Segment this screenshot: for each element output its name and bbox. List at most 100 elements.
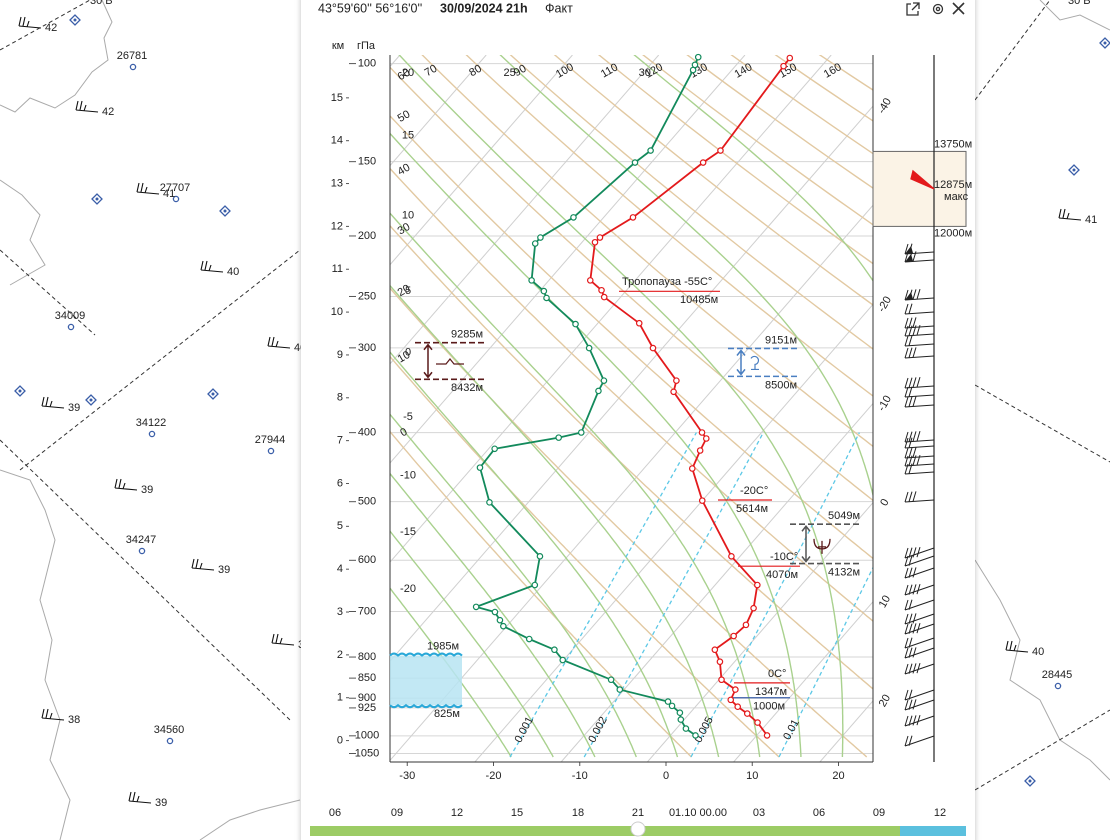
sounding-point [673, 377, 680, 384]
station-symbol [219, 205, 231, 217]
open-icon[interactable] [906, 2, 920, 16]
moist-adiabat [390, 472, 596, 758]
pressure-tick-label: 500 [358, 496, 376, 508]
wind-barb [904, 463, 935, 475]
cloud-layer [390, 655, 462, 706]
sounding-point [616, 686, 624, 693]
dry-adiabat [390, 224, 873, 690]
wind-barb [904, 386, 935, 398]
pressure-tick-label: 150 [358, 156, 376, 168]
cloud-top-label: 1985м [427, 640, 459, 652]
height-tick-label: 6 [337, 477, 343, 489]
height-axis-label: км [332, 40, 344, 52]
wind-barb [267, 336, 291, 349]
isotherm-label: 0 [878, 497, 891, 508]
settings-icon[interactable] [932, 3, 944, 15]
wind-flag [905, 254, 913, 262]
station-dot [1072, 168, 1076, 172]
station-id: 34009 [55, 310, 86, 322]
convection-symbol [813, 538, 831, 554]
moist-adiabat-label: 30 [639, 67, 651, 79]
sounding-point [692, 732, 699, 739]
region-label: 30 В [1068, 0, 1091, 7]
wind-barb [904, 454, 935, 467]
sounding-point [496, 616, 504, 624]
height-tick-label: 13 [331, 177, 343, 189]
wind-barb [904, 622, 935, 635]
station-symbol [14, 385, 26, 397]
height-tick-label: 12 [331, 220, 343, 232]
border [974, 559, 1110, 781]
timeline-label: 06 [813, 807, 825, 819]
max-wind-level: 12875м [934, 179, 972, 191]
height-tick-label: 9 [337, 349, 343, 361]
sounding-point [780, 62, 787, 70]
height-tick-label: 10 [331, 306, 343, 318]
sounding-point [635, 319, 643, 327]
height-tick-label: 5 [337, 520, 343, 532]
sounding-point [691, 61, 699, 69]
sounding-point [698, 497, 706, 504]
timeline-label: 15 [511, 807, 523, 819]
moist-adiabat-label: 5 [405, 285, 411, 297]
layer-bottom-label: 8500м [765, 379, 797, 391]
timeline-label: 06 [329, 807, 341, 819]
isotherm-label: 20 [877, 693, 894, 710]
height-tick-label: 2 [337, 649, 343, 661]
wind-barb [904, 735, 935, 747]
panel-header: 43°59'60'' 56°16'0'' 30/09/2024 21h Факт [318, 1, 965, 16]
layer-top-label: 5049м [828, 510, 860, 522]
moist-adiabat [390, 351, 679, 758]
close-icon[interactable] [952, 2, 965, 15]
sounding-point [716, 658, 724, 666]
dry-adiabat [390, 430, 692, 758]
sounding-point [750, 604, 757, 612]
station-marker [267, 447, 275, 455]
coords: 43°59'60'' 56°16'0'' [318, 1, 422, 15]
sounding-point [677, 716, 685, 723]
station-symbol [85, 394, 97, 406]
wind-barb [904, 437, 935, 449]
wind-barb [200, 260, 224, 273]
dry-adiabat [390, 287, 868, 758]
x-tick-label: -20 [486, 770, 502, 782]
station-marker [129, 63, 137, 71]
station-symbol [1024, 775, 1036, 787]
sounding-point [647, 147, 654, 154]
moist-adiabat [398, 55, 844, 757]
sounding-point [727, 696, 735, 704]
level-label: Тропопауза -55С° [622, 276, 712, 288]
cloud-edge [389, 652, 463, 657]
station-dot [1028, 779, 1032, 783]
sounding-point [763, 732, 771, 739]
sounding-point [591, 238, 599, 246]
station-id: 27944 [255, 434, 286, 446]
sounding-point [531, 581, 539, 589]
level-height: 1000м [753, 701, 785, 713]
x-tick-label: 20 [832, 770, 844, 782]
dry-adiabat [509, 55, 873, 350]
sounding-point [694, 53, 702, 61]
timeline-knob[interactable] [630, 821, 646, 837]
pressure-tick-label: 600 [358, 554, 376, 566]
sounding-point [586, 277, 594, 284]
timeline-label: 21 [632, 807, 644, 819]
sounding-point [600, 293, 608, 301]
sounding-point [717, 147, 724, 154]
wind-speed: 42 [102, 106, 114, 118]
level-height: 5614м [736, 503, 768, 515]
isotherm-line [390, 55, 660, 365]
station-symbol [207, 388, 219, 400]
pressure-tick-label: 250 [358, 290, 376, 302]
mixing-ratio-line [690, 432, 860, 758]
layer-arrow [423, 343, 433, 379]
isobar-dashed [974, 709, 1110, 791]
sounding-point [743, 710, 751, 717]
wind-barb [904, 376, 935, 389]
timeline-label: 12 [451, 807, 463, 819]
border [0, 179, 46, 286]
max-wind-layer [872, 150, 967, 227]
isotherm-line [0, 55, 227, 762]
isotherm-line [733, 601, 873, 762]
